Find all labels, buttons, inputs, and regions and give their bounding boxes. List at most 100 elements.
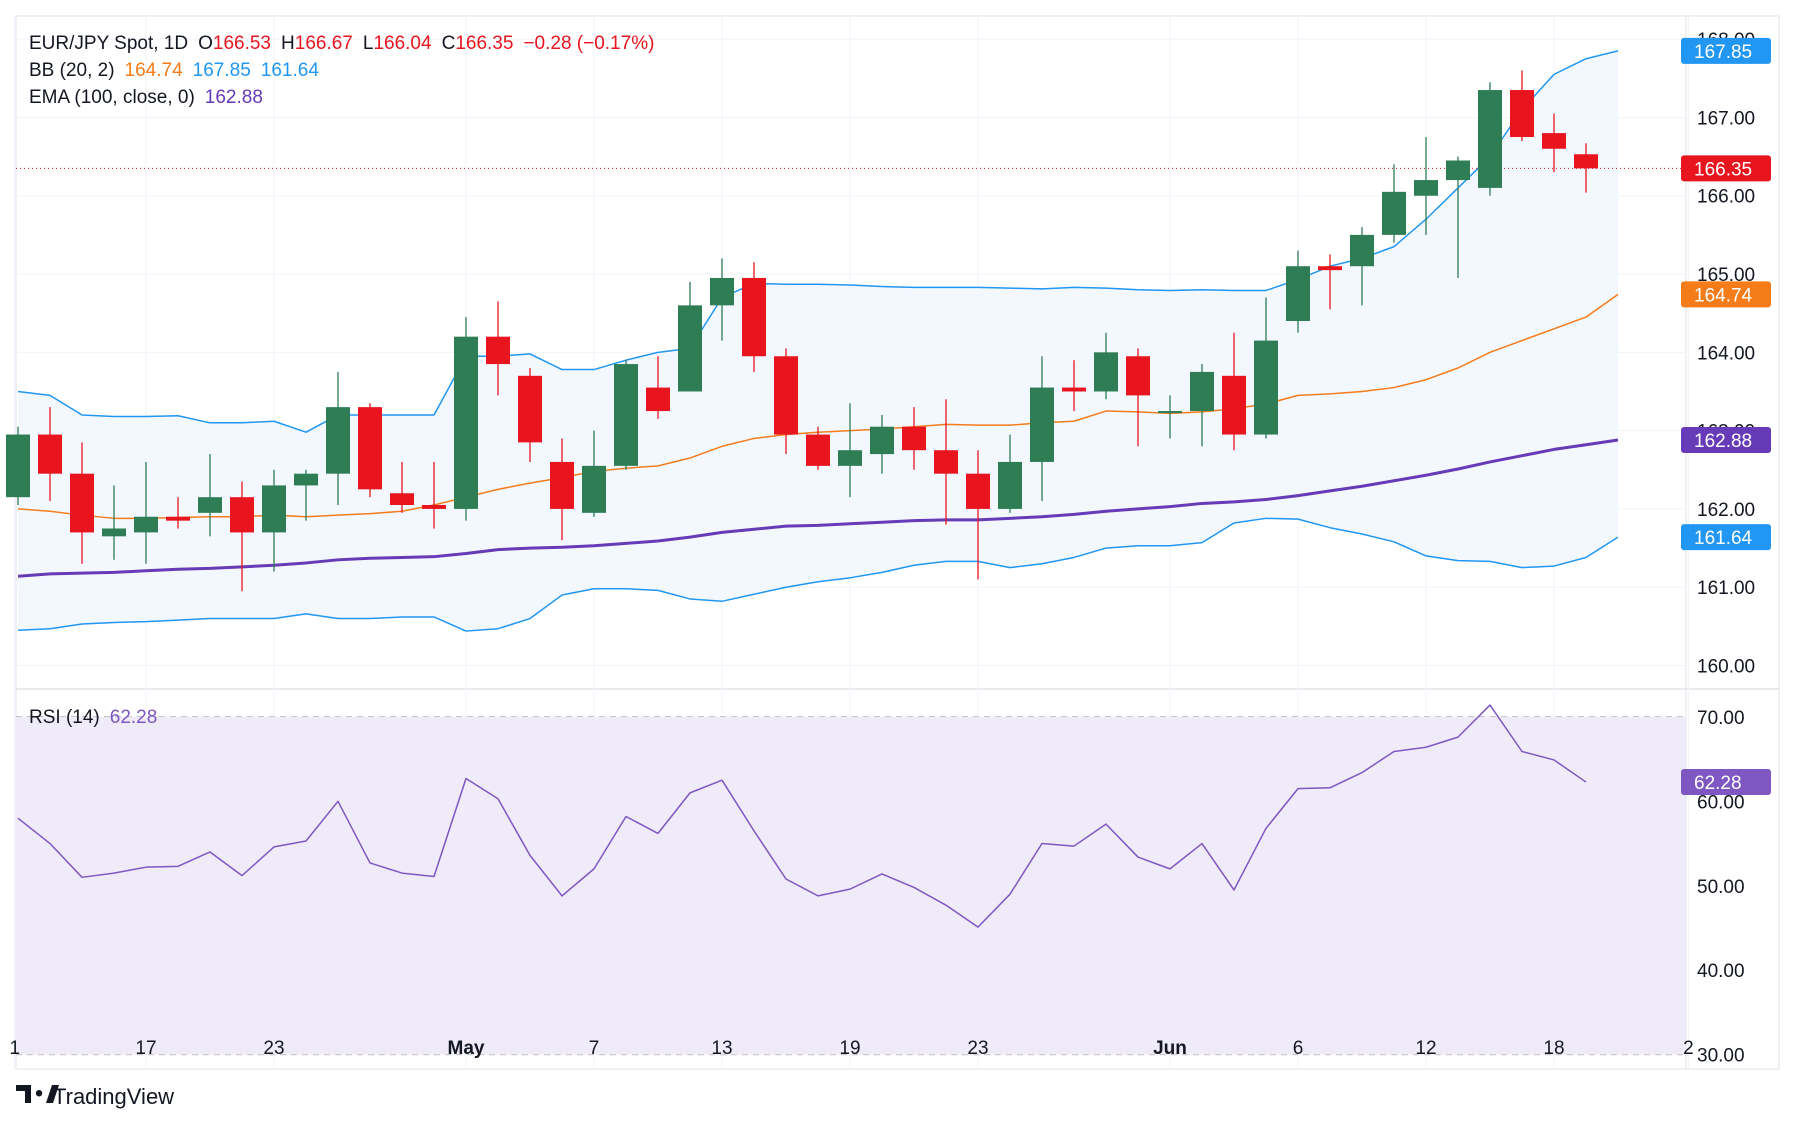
price-tick-label: 160.00 xyxy=(1697,657,1755,678)
candle-body xyxy=(262,485,286,533)
legend-ema-value: 162.88 xyxy=(205,87,263,108)
bollinger-fill xyxy=(18,50,1618,632)
rsi-line xyxy=(17,704,1587,928)
tradingview-logo-icon xyxy=(16,1085,59,1103)
candle-body xyxy=(870,426,894,455)
rsi-value-tag: 62.28 xyxy=(1681,769,1771,796)
candle xyxy=(870,414,894,474)
candle xyxy=(646,356,670,419)
price-tick-label: 166.00 xyxy=(1697,187,1755,208)
candle xyxy=(710,258,734,341)
candle xyxy=(966,450,990,580)
candle xyxy=(1286,250,1310,333)
time-tick-label: 7 xyxy=(589,1038,600,1059)
price-tick-label: 165.00 xyxy=(1697,265,1755,286)
candle-body xyxy=(422,505,446,509)
candle-body xyxy=(582,465,606,513)
candle-body xyxy=(934,450,958,474)
candle xyxy=(774,348,798,455)
candle-body xyxy=(710,277,734,306)
legend-symbol: EUR/JPY Spot, 1D xyxy=(29,33,188,54)
legend-ema-label: EMA (100, close, 0) xyxy=(29,87,195,108)
price-tag-label: 161.64 xyxy=(1694,528,1753,549)
candle xyxy=(1382,164,1406,243)
candle xyxy=(742,262,766,372)
candle xyxy=(6,426,30,506)
candle-body xyxy=(646,387,670,412)
rsi-fill-area xyxy=(16,716,1686,1055)
legend-h-label: H xyxy=(281,33,295,54)
candle xyxy=(1158,395,1182,439)
candle-body xyxy=(1094,352,1118,392)
legend-ohlc: EUR/JPY Spot, 1D O166.53 H166.67 L166.04 C16… xyxy=(29,33,654,54)
legend-bb-mid: 164.74 xyxy=(125,60,184,81)
candle-body xyxy=(294,473,318,486)
price-tag-bg xyxy=(1681,427,1771,454)
candle-body xyxy=(1190,371,1214,412)
price-tag: 167.85 xyxy=(1681,37,1771,64)
candle-body xyxy=(198,497,222,513)
candle-body xyxy=(1510,90,1534,138)
candle xyxy=(678,281,702,392)
legend-bb: BB (20, 2) 164.74 167.85 161.64 xyxy=(29,60,319,81)
price-tick-label: 162.00 xyxy=(1697,500,1755,521)
candle xyxy=(486,301,510,396)
candle-body xyxy=(1222,375,1246,435)
candle-body xyxy=(38,434,62,474)
time-tick-label: 2 xyxy=(1683,1038,1694,1059)
price-tag-bg xyxy=(1681,281,1771,308)
legend-c-label: C xyxy=(442,33,456,54)
candle xyxy=(38,407,62,502)
price-tag-bg xyxy=(1681,155,1771,182)
time-tick-label: May xyxy=(448,1038,485,1059)
candle xyxy=(1542,113,1566,173)
candle xyxy=(102,485,126,560)
candle-body xyxy=(454,336,478,509)
candle xyxy=(1574,143,1598,193)
legend-o-value: 166.53 xyxy=(213,33,271,54)
legend-l-label: L xyxy=(363,33,374,54)
price-tags: 167.85 166.35 164.74 162.88 161.64 62.28 xyxy=(1681,37,1771,796)
candle-body xyxy=(1062,387,1086,392)
candle-body xyxy=(230,497,254,533)
price-tag-label: 164.74 xyxy=(1694,285,1753,306)
rsi-tick-label: 60.00 xyxy=(1697,792,1745,813)
candle xyxy=(1318,254,1342,310)
candle xyxy=(422,461,446,529)
legend-rsi-value: 62.28 xyxy=(110,707,158,728)
candle-body xyxy=(1350,234,1374,267)
rsi-value-tag-label: 62.28 xyxy=(1694,773,1742,794)
candle-body xyxy=(518,375,542,443)
candle-body xyxy=(742,277,766,357)
rsi-tick-label: 50.00 xyxy=(1697,877,1745,898)
candle xyxy=(358,403,382,498)
candle xyxy=(806,426,830,470)
chart-frame xyxy=(15,15,1780,1070)
candle xyxy=(998,434,1022,513)
legend-rsi: RSI (14) 62.28 xyxy=(29,707,157,728)
price-tag-bg xyxy=(1681,524,1771,551)
candle-body xyxy=(326,407,350,474)
time-tick-label: 13 xyxy=(711,1038,732,1059)
rsi-tick-label: 30.00 xyxy=(1697,1046,1745,1067)
candle xyxy=(1126,348,1150,447)
candle-body xyxy=(806,434,830,466)
candle xyxy=(134,461,158,564)
candle-body xyxy=(70,473,94,533)
price-tag: 162.88 xyxy=(1681,427,1771,454)
candle xyxy=(614,360,638,470)
candle xyxy=(838,403,862,498)
candles xyxy=(6,70,1598,592)
legend-h-value: 166.67 xyxy=(295,33,353,54)
candle-body xyxy=(390,493,414,506)
time-tick-label: 23 xyxy=(967,1038,988,1059)
tradingview-logo[interactable]: TradingView xyxy=(16,1084,174,1109)
rsi-tick-label: 40.00 xyxy=(1697,961,1745,982)
time-tick-label: Jun xyxy=(1153,1038,1187,1059)
candle xyxy=(1350,227,1374,306)
candle-body xyxy=(1414,180,1438,196)
candle xyxy=(1030,356,1054,502)
candle-body xyxy=(1446,160,1470,181)
